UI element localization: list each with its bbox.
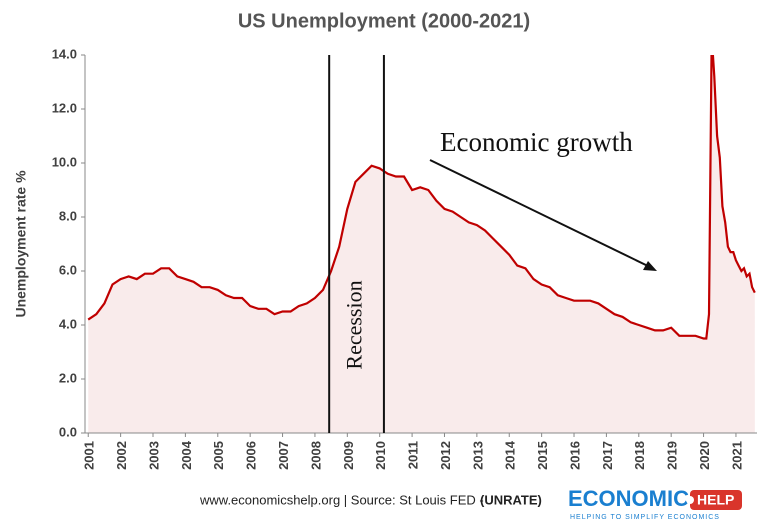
x-tick-label: 2017 [600,441,615,470]
chart-title: US Unemployment (2000-2021) [238,10,530,32]
y-tick-label: 0.0 [59,424,77,439]
x-tick-label: 2021 [729,441,744,470]
y-tick-label: 12.0 [52,100,77,115]
y-tick-label: 6.0 [59,262,77,277]
x-tick-label: 2003 [146,441,161,470]
x-tick-label: 2006 [244,441,259,470]
y-tick-label: 8.0 [59,208,77,223]
x-tick-label: 2004 [179,440,194,470]
plot-area [87,55,756,433]
y-tick-label: 4.0 [59,316,77,331]
y-tick-label: 2.0 [59,370,77,385]
logo: ECONOMICS HELP HELPING TO SIMPLIFY ECONO… [568,486,742,521]
x-tick-label: 2012 [438,441,453,470]
x-tick-label: 2019 [665,441,680,470]
x-tick-label: 2011 [406,441,421,469]
logo-badge: HELP [697,492,734,508]
x-tick-label: 2002 [114,441,129,470]
logo-name: ECONOMICS [568,486,704,511]
x-tick-label: 2014 [503,440,518,470]
x-tick-label: 2007 [276,441,291,470]
x-tick-label: 2015 [535,441,550,470]
annotation: Economic growth [440,127,633,157]
logo-tagline: HELPING TO SIMPLIFY ECONOMICS [570,514,720,521]
footer-source: www.economicshelp.org | Source: St Louis… [199,492,484,507]
x-tick-label: 2016 [567,441,582,470]
area [88,55,755,433]
y-tick-label: 14.0 [52,46,77,61]
arrow [429,159,657,271]
x-tick-label: 2020 [697,441,712,470]
x-tick-label: 2018 [632,441,647,470]
footer-code: (UNRATE) [480,492,542,507]
x-tick-label: 2001 [82,441,97,470]
x-tick-label: 2010 [373,441,388,470]
x-tick-label: 2005 [211,441,226,470]
y-tick-label: 10.0 [52,154,77,169]
x-tick-label: 2008 [308,441,323,470]
line [87,55,756,340]
x-tick-label: 2009 [341,441,356,470]
x-tick-label: 2013 [470,441,485,470]
recession-label: Recession [342,280,367,369]
y-axis-label: Unemployment rate % [13,170,29,318]
